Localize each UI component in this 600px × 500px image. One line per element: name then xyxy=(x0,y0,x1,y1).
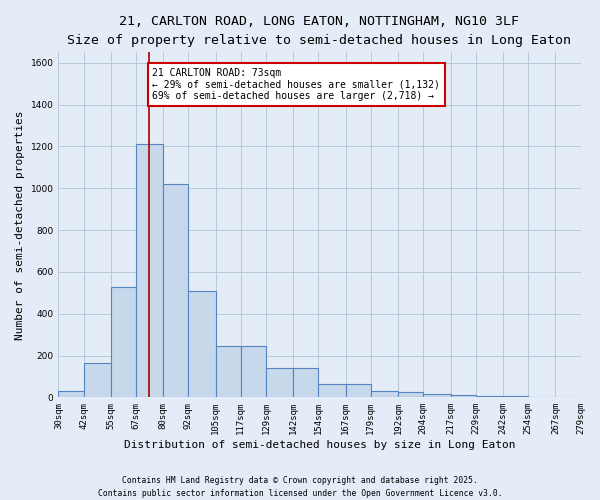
Text: Contains HM Land Registry data © Crown copyright and database right 2025.
Contai: Contains HM Land Registry data © Crown c… xyxy=(98,476,502,498)
Bar xyxy=(241,346,266,398)
Bar xyxy=(136,144,163,398)
Text: 21 CARLTON ROAD: 73sqm
← 29% of semi-detached houses are smaller (1,132)
69% of : 21 CARLTON ROAD: 73sqm ← 29% of semi-det… xyxy=(152,68,440,101)
Bar xyxy=(215,346,241,398)
Bar xyxy=(163,184,188,398)
X-axis label: Distribution of semi-detached houses by size in Long Eaton: Distribution of semi-detached houses by … xyxy=(124,440,515,450)
Bar xyxy=(188,290,215,398)
Y-axis label: Number of semi-detached properties: Number of semi-detached properties xyxy=(15,110,25,340)
Bar xyxy=(398,392,423,398)
Bar xyxy=(423,394,451,398)
Bar xyxy=(266,368,293,398)
Title: 21, CARLTON ROAD, LONG EATON, NOTTINGHAM, NG10 3LF
Size of property relative to : 21, CARLTON ROAD, LONG EATON, NOTTINGHAM… xyxy=(67,15,571,47)
Bar xyxy=(293,368,319,398)
Bar xyxy=(476,396,503,398)
Bar xyxy=(346,384,371,398)
Bar xyxy=(111,286,136,398)
Bar xyxy=(58,391,83,398)
Bar xyxy=(319,384,346,398)
Bar xyxy=(371,391,398,398)
Bar xyxy=(83,363,111,398)
Bar xyxy=(451,395,476,398)
Bar xyxy=(503,396,528,398)
